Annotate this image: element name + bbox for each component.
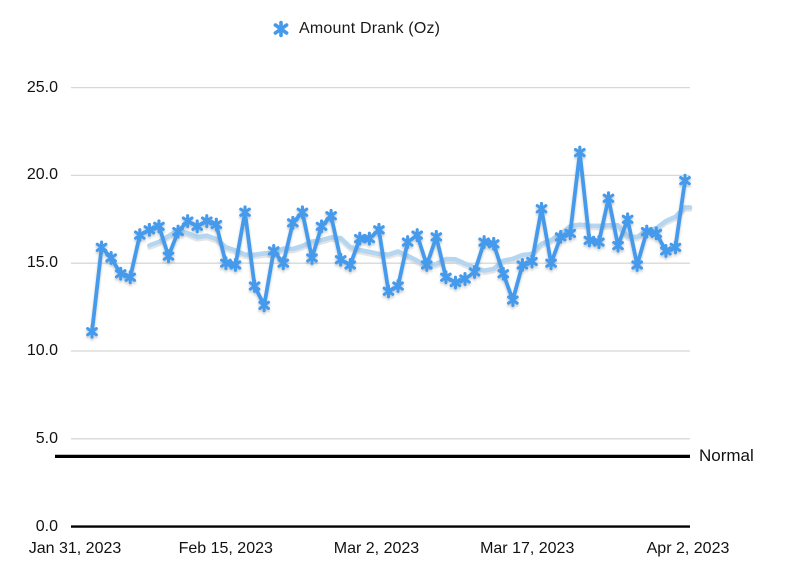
- data-point-marker: [95, 240, 108, 255]
- data-series-line: [90, 150, 687, 334]
- data-point-marker: [114, 266, 127, 281]
- data-point-marker: [248, 279, 261, 293]
- y-tick-label: 20.0: [26, 166, 58, 184]
- normal-line-label: Normal: [699, 446, 754, 466]
- y-tick-label: 10.0: [26, 342, 58, 359]
- data-point-marker: [430, 229, 443, 244]
- data-point-marker: [411, 228, 424, 243]
- data-point-marker: [287, 215, 299, 230]
- data-point-marker: [440, 270, 452, 285]
- data-point-marker: [143, 222, 156, 237]
- x-tick-label: Jan 31, 2023: [28, 540, 122, 557]
- data-point-marker: [650, 226, 663, 241]
- data-point-marker: [612, 238, 624, 253]
- data-point-marker: [535, 201, 548, 216]
- data-point-marker: [516, 258, 529, 272]
- data-point-marker: [669, 240, 682, 255]
- data-point-marker: [545, 256, 557, 271]
- data-point-marker: [325, 208, 337, 223]
- data-point-marker: [86, 324, 98, 339]
- legend-label: Amount Drank (Oz): [299, 20, 441, 37]
- data-point-marker: [172, 224, 184, 239]
- data-point-marker: [105, 250, 117, 265]
- y-tick-label: 0.0: [35, 517, 58, 535]
- data-point-marker: [181, 214, 194, 229]
- data-point-marker: [191, 219, 204, 234]
- data-point-marker: [401, 235, 414, 250]
- data-point-marker: [210, 217, 223, 232]
- data-point-marker: [573, 145, 586, 160]
- y-tick-label: 15.0: [26, 254, 58, 272]
- data-point-marker: [363, 231, 376, 246]
- data-point-marker: [220, 256, 232, 271]
- data-point-marker: [554, 229, 567, 244]
- data-point-marker: [602, 191, 615, 206]
- x-tick-label: Mar 17, 2023: [480, 540, 575, 557]
- data-point-marker: [200, 214, 213, 229]
- y-tick-label: 25.0: [26, 78, 58, 96]
- data-point-marker: [392, 279, 404, 293]
- gridlines-group: [71, 86, 690, 528]
- data-point-marker: [239, 205, 251, 220]
- data-point-marker: [631, 258, 644, 272]
- x-tick-label: Apr 2, 2023: [646, 540, 730, 557]
- data-point-marker: [468, 265, 481, 279]
- data-point-marker: [277, 256, 290, 271]
- data-point-marker: [621, 212, 634, 227]
- data-point-marker: [267, 243, 280, 258]
- data-point-marker: [506, 293, 519, 308]
- data-point-marker: [344, 258, 357, 272]
- data-point-marker: [315, 219, 328, 234]
- data-point-marker: [526, 254, 538, 269]
- data-point-marker: [373, 222, 385, 237]
- data-point-marker: [334, 252, 347, 267]
- data-point-marker: [153, 219, 165, 234]
- data-point-marker: [593, 235, 605, 250]
- data-point-marker: [296, 205, 309, 220]
- asterisk-icon: [273, 20, 289, 38]
- data-point-marker: [660, 243, 672, 258]
- data-point-marker: [449, 275, 462, 290]
- data-point-marker: [679, 173, 691, 188]
- y-tick-label: 5.0: [35, 429, 58, 447]
- x-tick-label: Feb 15, 2023: [178, 540, 273, 557]
- data-point-marker: [229, 258, 242, 272]
- data-point-marker: [478, 235, 490, 250]
- data-point-marker: [640, 224, 653, 239]
- data-point-marker: [133, 228, 146, 243]
- data-point-marker: [306, 250, 318, 265]
- data-point-marker: [162, 249, 175, 264]
- x-tick-label: Mar 2, 2023: [333, 540, 420, 557]
- data-point-marker: [124, 270, 137, 285]
- data-point-marker: [487, 236, 500, 251]
- data-series-group: [86, 145, 691, 339]
- data-point-marker: [382, 284, 395, 299]
- data-point-marker: [258, 298, 271, 313]
- data-point-marker: [497, 266, 510, 281]
- data-point-marker: [353, 231, 366, 246]
- chart-legend: Amount Drank (Oz): [272, 20, 440, 38]
- data-point-marker: [459, 272, 471, 286]
- data-point-marker: [564, 226, 577, 241]
- data-point-marker: [583, 233, 596, 248]
- data-point-marker: [420, 258, 433, 272]
